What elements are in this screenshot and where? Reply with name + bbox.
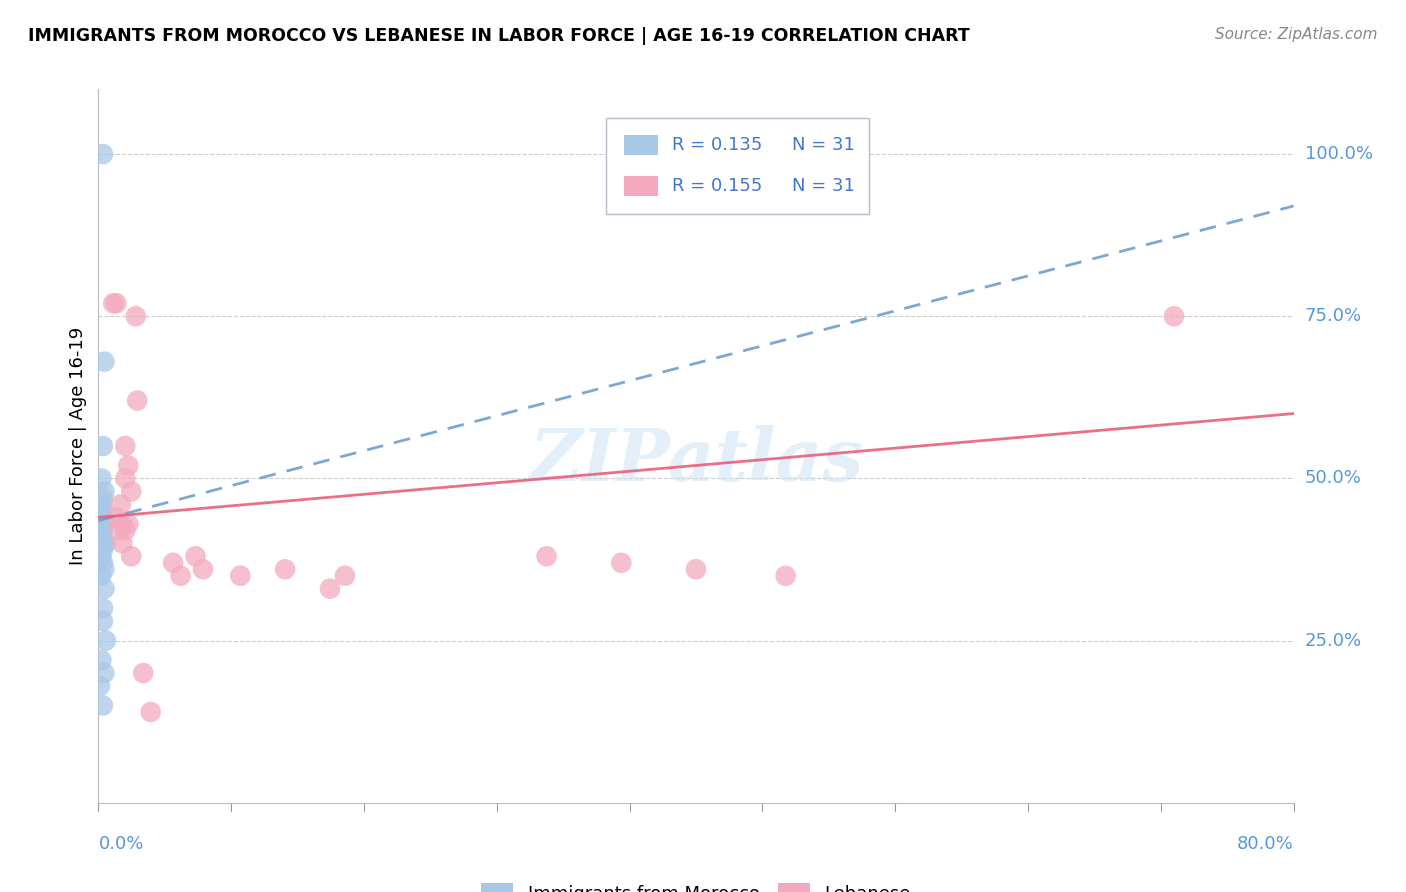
Point [1163, 310, 1185, 324]
Point [93, 516, 115, 531]
Point [125, 310, 148, 324]
Point [91, 516, 114, 531]
Point [108, 524, 131, 538]
Point [775, 568, 797, 582]
Point [105, 296, 128, 310]
Point [162, 556, 184, 570]
Point [93, 536, 115, 550]
Point [610, 556, 633, 570]
Point [274, 562, 297, 576]
Point [333, 568, 356, 582]
Text: 25.0%: 25.0% [1305, 632, 1362, 649]
Point [184, 549, 207, 564]
Point [91, 556, 114, 570]
Point [132, 666, 155, 681]
Point [91, 491, 114, 505]
Point [91, 147, 114, 161]
Point [90, 510, 112, 524]
Text: N = 31: N = 31 [792, 136, 855, 153]
Point [93, 582, 115, 596]
Point [90, 524, 112, 538]
Point [191, 562, 214, 576]
FancyBboxPatch shape [624, 176, 658, 195]
Point [91, 542, 114, 557]
Point [91, 614, 114, 628]
Y-axis label: In Labor Force | Age 16-19: In Labor Force | Age 16-19 [69, 326, 87, 566]
Point [90, 568, 112, 582]
Legend: Immigrants from Morocco, Lebanese: Immigrants from Morocco, Lebanese [474, 876, 918, 892]
Point [90, 549, 112, 564]
Text: R = 0.135: R = 0.135 [672, 136, 762, 153]
Text: 100.0%: 100.0% [1305, 145, 1372, 163]
Point [93, 666, 115, 681]
Point [105, 510, 128, 524]
Point [117, 458, 139, 473]
Point [536, 549, 558, 564]
FancyBboxPatch shape [624, 135, 658, 155]
Point [111, 536, 134, 550]
Point [91, 504, 114, 518]
Text: R = 0.155: R = 0.155 [672, 177, 762, 194]
Point [94, 536, 117, 550]
Text: 80.0%: 80.0% [1237, 835, 1294, 853]
Point [319, 582, 342, 596]
Point [114, 524, 136, 538]
FancyBboxPatch shape [606, 118, 869, 214]
Text: N = 31: N = 31 [792, 177, 855, 194]
Point [90, 653, 112, 667]
Point [120, 549, 142, 564]
Point [110, 497, 132, 511]
Point [89, 504, 111, 518]
Point [114, 439, 136, 453]
Text: Source: ZipAtlas.com: Source: ZipAtlas.com [1215, 27, 1378, 42]
Point [94, 633, 117, 648]
Point [91, 439, 114, 453]
Point [90, 536, 112, 550]
Point [117, 516, 139, 531]
Point [93, 484, 115, 499]
Point [111, 516, 134, 531]
Point [685, 562, 707, 576]
Point [89, 679, 111, 693]
Point [139, 705, 162, 719]
Point [103, 296, 125, 310]
Point [93, 562, 115, 576]
Point [91, 698, 114, 713]
Point [91, 524, 114, 538]
Point [89, 530, 111, 544]
Text: 75.0%: 75.0% [1305, 307, 1362, 326]
Point [90, 497, 112, 511]
Point [114, 471, 136, 485]
Text: ZIPatlas: ZIPatlas [529, 425, 863, 496]
Point [93, 354, 115, 368]
Point [90, 471, 112, 485]
Text: 0.0%: 0.0% [98, 835, 143, 853]
Text: 50.0%: 50.0% [1305, 469, 1361, 487]
Point [91, 601, 114, 615]
Point [127, 393, 149, 408]
Point [229, 568, 252, 582]
Text: IMMIGRANTS FROM MOROCCO VS LEBANESE IN LABOR FORCE | AGE 16-19 CORRELATION CHART: IMMIGRANTS FROM MOROCCO VS LEBANESE IN L… [28, 27, 970, 45]
Point [120, 484, 142, 499]
Point [169, 568, 191, 582]
